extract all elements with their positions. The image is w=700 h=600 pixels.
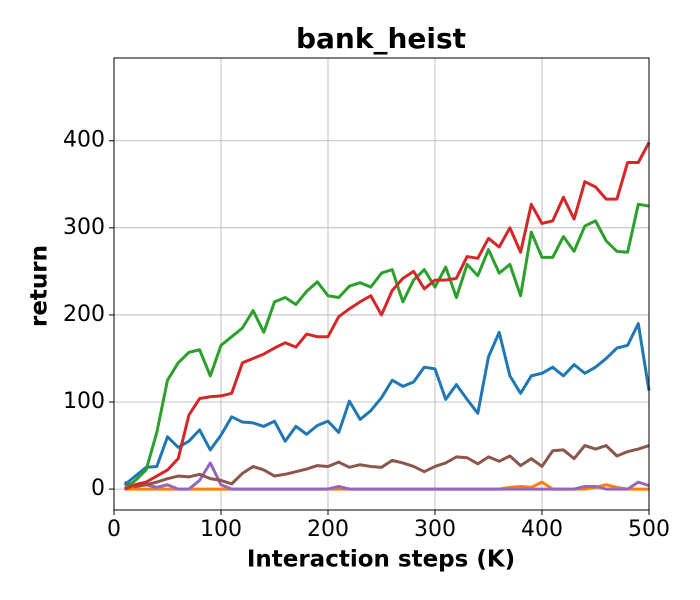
y-tick-label: 100 bbox=[63, 389, 105, 414]
series-line bbox=[123, 322, 651, 486]
plot-frame bbox=[113, 57, 650, 511]
chart-title: bank_heist bbox=[296, 22, 466, 55]
y-tick-label: 300 bbox=[63, 215, 105, 240]
x-tick-label: 300 bbox=[414, 517, 456, 542]
x-axis-label: Interaction steps (K) bbox=[247, 547, 515, 573]
series-line bbox=[124, 444, 650, 488]
x-tick-label: 100 bbox=[200, 517, 242, 542]
x-tick-label: 200 bbox=[307, 517, 349, 542]
x-tick-label: 400 bbox=[521, 517, 563, 542]
y-tick-label: 0 bbox=[91, 476, 105, 501]
y-tick-label: 200 bbox=[63, 302, 105, 327]
series-line bbox=[123, 202, 650, 491]
y-tick-label: 400 bbox=[63, 128, 105, 153]
series-line bbox=[124, 141, 651, 491]
y-axis-label: return bbox=[27, 245, 53, 327]
x-tick-label: 500 bbox=[628, 517, 670, 542]
series-line bbox=[124, 461, 650, 491]
x-tick-label: 0 bbox=[107, 517, 121, 542]
